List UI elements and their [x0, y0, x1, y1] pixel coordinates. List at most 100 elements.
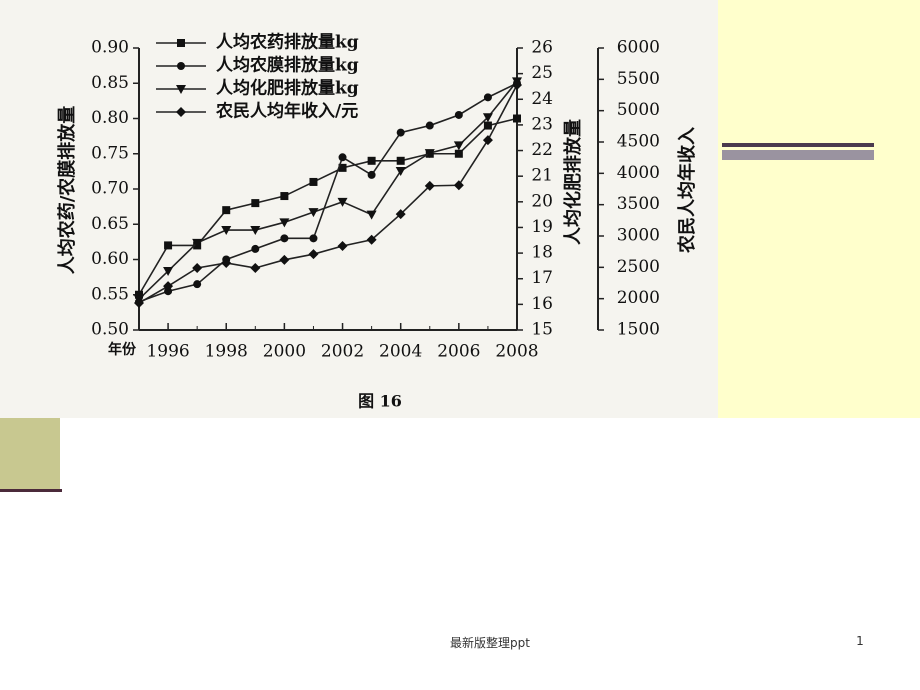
y2ticks-label: 19: [531, 217, 553, 237]
marker: [453, 180, 464, 191]
marker: [453, 141, 464, 151]
y2ticks-label: 23: [531, 114, 553, 134]
marker: [176, 107, 186, 117]
legend-label: 农民人均年收入/元: [215, 101, 358, 122]
x-tick-label: 1998: [205, 342, 248, 362]
yticks-label: 0.90: [91, 38, 129, 58]
marker: [366, 234, 377, 245]
marker: [279, 218, 290, 228]
marker: [395, 167, 406, 177]
marker: [482, 113, 493, 123]
marker: [483, 93, 492, 102]
y2ticks-label: 21: [531, 166, 553, 186]
marker: [163, 267, 174, 277]
marker: [251, 199, 260, 208]
legend-label: 人均农药排放量kg: [216, 32, 359, 53]
x-tick-label: 2006: [437, 342, 480, 362]
series-line: [138, 80, 518, 300]
chart: 图 16 年份 人均农药/农膜排放量 人均化肥排放量 农民人均年收入 1996 1…: [0, 0, 718, 418]
marker: [454, 110, 463, 119]
y2-axis-label: 人均化肥排放量: [562, 119, 584, 245]
x-tick-label: 2000: [263, 342, 306, 362]
y2ticks-label: 16: [531, 294, 553, 314]
y2ticks-label: 25: [531, 63, 553, 83]
marker: [134, 298, 144, 309]
yticks-label: 0.65: [91, 214, 129, 234]
marker: [309, 234, 318, 243]
yticks-label: 0.85: [91, 73, 129, 93]
chart-caption: 图 16: [358, 392, 402, 411]
marker: [135, 290, 143, 299]
marker: [280, 192, 289, 201]
marker: [337, 241, 348, 252]
page-number: 1: [856, 634, 864, 648]
marker: [164, 287, 173, 296]
marker: [279, 254, 290, 265]
y2ticks-label: 24: [531, 89, 553, 109]
marker: [396, 128, 405, 137]
y3ticks-label: 4000: [617, 163, 660, 183]
y3ticks-label: 3500: [617, 194, 660, 214]
marker: [482, 135, 493, 146]
marker: [192, 262, 203, 273]
marker: [251, 244, 260, 253]
marker: [483, 121, 492, 130]
marker: [395, 209, 406, 220]
marker: [164, 241, 173, 250]
y3ticks-label: 5500: [617, 69, 660, 89]
marker: [512, 79, 522, 90]
y-axis-label: 人均农药/农膜排放量: [56, 106, 78, 275]
marker: [221, 257, 232, 268]
x-axis-label: 年份: [108, 341, 137, 358]
marker: [337, 197, 348, 207]
yticks-label: 0.55: [91, 284, 129, 304]
yticks-label: 0.50: [91, 320, 129, 340]
footer-text: 最新版整理ppt: [450, 636, 530, 650]
marker: [425, 121, 434, 130]
marker: [222, 206, 231, 215]
y3ticks-label: 2000: [617, 288, 660, 308]
marker: [177, 39, 185, 47]
decor-bar: [722, 150, 874, 160]
y3ticks-label: 5000: [617, 100, 660, 120]
marker: [280, 234, 289, 243]
marker: [366, 210, 377, 220]
yticks-label: 0.60: [91, 249, 129, 269]
legend-label: 人均农膜排放量kg: [216, 55, 359, 76]
y3ticks-label: 2500: [617, 257, 660, 277]
marker: [250, 262, 261, 273]
x-tick-label: 2008: [495, 342, 538, 362]
marker: [192, 238, 203, 248]
marker: [193, 280, 202, 289]
series-line: [138, 82, 518, 303]
y3ticks-label: 3000: [617, 226, 660, 246]
y2ticks-label: 26: [531, 38, 553, 58]
marker: [367, 156, 376, 165]
marker: [513, 114, 521, 123]
x-tick-label: 1996: [146, 342, 189, 362]
decor-line: [0, 489, 62, 492]
marker: [338, 163, 347, 172]
yticks-label: 0.75: [91, 143, 129, 163]
decor-square: [0, 418, 60, 490]
x-tick-label: 2004: [379, 342, 422, 362]
y3ticks-label: 6000: [617, 38, 660, 58]
marker: [454, 149, 463, 158]
marker: [176, 85, 186, 94]
x-tick-label: 2002: [321, 342, 364, 362]
marker: [367, 170, 376, 179]
yticks-label: 0.70: [91, 179, 129, 199]
marker: [338, 153, 347, 162]
marker: [396, 156, 405, 165]
legend-label: 人均化肥排放量kg: [216, 78, 359, 99]
marker: [424, 180, 435, 191]
y2ticks-label: 20: [531, 191, 553, 211]
marker: [308, 208, 319, 218]
marker: [163, 281, 174, 292]
marker: [308, 249, 319, 260]
decor-bar: [722, 143, 874, 147]
marker: [177, 62, 185, 70]
y2ticks-label: 18: [531, 243, 553, 263]
yticks-label: 0.80: [91, 108, 129, 128]
